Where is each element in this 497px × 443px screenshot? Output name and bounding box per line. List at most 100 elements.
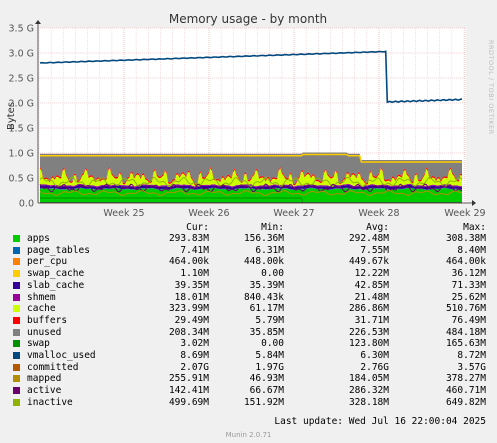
legend-row-active: active 142.41M 66.67M 286.32M 460.71M bbox=[0, 385, 497, 396]
legend-cur: 255.91M bbox=[168, 373, 209, 385]
legend-cur: 18.01M bbox=[174, 291, 209, 303]
legend-avg: 292.48M bbox=[348, 233, 389, 244]
legend-cur: 1.10M bbox=[180, 268, 209, 280]
rrdtool-credit: RRDTOOL / TOBI OETIKER bbox=[487, 40, 495, 135]
x-tick-label: Week 29 bbox=[444, 208, 485, 219]
legend-row-shmem: shmem 18.01M 840.43k 21.48M 25.62M bbox=[0, 292, 497, 303]
area-apps bbox=[40, 188, 462, 203]
legend-min: 0.00 bbox=[261, 268, 284, 280]
legend-row-unused: unused 208.34M 35.85M 226.53M 484.18M bbox=[0, 327, 497, 338]
legend-max: 3.57G bbox=[457, 361, 486, 373]
legend-name: slab_cache bbox=[27, 279, 85, 291]
legend-cur: 2.07G bbox=[180, 361, 209, 373]
plot-area: 0.0 0.5 G 1.0 G 1.5 G 2.0 G 2.5 G 3.0 G 3.5 G We… bbox=[9, 20, 486, 219]
legend-row-swap_cache: swap_cache 1.10M 0.00 12.22M 36.12M bbox=[0, 268, 497, 279]
legend-cur: 499.69M bbox=[168, 396, 209, 408]
last-update: Last update: Wed Jul 16 22:00:04 2025 bbox=[274, 416, 486, 427]
chart-canvas: Memory usage - by month Bytes 0.0 0.5 G 1.… bbox=[0, 0, 497, 220]
legend-max: 71.33M bbox=[451, 279, 486, 291]
y-axis-arrow bbox=[35, 20, 41, 24]
y-tick-label: 0.0 bbox=[19, 199, 34, 210]
col-min-header: Min: bbox=[261, 222, 284, 233]
line-mapped bbox=[39, 190, 462, 196]
legend-max: 464.00k bbox=[445, 256, 486, 268]
legend-name: vmalloc_used bbox=[27, 350, 96, 361]
legend-row-vmalloc_used: vmalloc_used 8.69M 5.84M 6.30M 8.72M bbox=[0, 350, 497, 361]
legend-swatch bbox=[13, 340, 20, 348]
legend-avg: 226.53M bbox=[348, 326, 389, 338]
legend-max: 378.27M bbox=[445, 373, 486, 385]
y-tick-label: 2.0 G bbox=[9, 99, 35, 110]
legend-swatch bbox=[13, 258, 20, 266]
legend-min: 0.00 bbox=[261, 338, 284, 350]
legend-name: page_tables bbox=[27, 244, 90, 256]
legend-row-committed: committed 2.07G 1.97G 2.76G 3.57G bbox=[0, 362, 497, 373]
legend-min: 66.67M bbox=[249, 385, 284, 397]
legend-min: 151.92M bbox=[243, 396, 284, 408]
area-unused bbox=[40, 152, 462, 185]
legend-name: apps bbox=[27, 233, 50, 244]
legend-swatch bbox=[13, 305, 20, 313]
legend-avg: 7.55M bbox=[360, 244, 389, 256]
area-page_tables bbox=[40, 187, 462, 190]
legend-name: swap_cache bbox=[27, 268, 85, 280]
legend-min: 448.00k bbox=[243, 256, 284, 268]
legend-cur: 39.35M bbox=[174, 279, 209, 291]
x-tick-label: Week 25 bbox=[103, 208, 144, 219]
area-buffers bbox=[40, 166, 462, 187]
legend-name: per_cpu bbox=[27, 256, 68, 268]
legend-swatch bbox=[13, 398, 20, 406]
legend-min: 61.17M bbox=[249, 303, 284, 315]
legend-cur: 142.41M bbox=[168, 385, 209, 397]
legend-min: 46.93M bbox=[249, 373, 284, 385]
legend-cur: 464.00k bbox=[168, 256, 209, 268]
legend-swatch bbox=[13, 328, 20, 336]
legend-name: swap bbox=[27, 338, 50, 350]
legend-min: 156.36M bbox=[243, 233, 284, 244]
legend-max: 76.49M bbox=[451, 314, 486, 326]
legend-row-inactive: inactive 499.69M 151.92M 328.18M 649.82M bbox=[0, 397, 497, 408]
legend-swatch bbox=[13, 281, 20, 289]
line-active bbox=[39, 183, 463, 193]
line-swap_cache bbox=[40, 153, 462, 163]
legend-swatch bbox=[13, 235, 20, 242]
col-avg-header: Avg: bbox=[366, 222, 389, 233]
legend-max: 8.40M bbox=[457, 244, 486, 256]
legend-cur: 208.34M bbox=[168, 326, 209, 338]
legend-avg: 184.05M bbox=[348, 373, 389, 385]
legend-max: 36.12M bbox=[451, 268, 486, 280]
y-tick-label: 1.5 G bbox=[9, 124, 35, 135]
legend-swatch bbox=[13, 387, 20, 395]
legend-avg: 21.48M bbox=[354, 291, 389, 303]
x-tick-label: Week 27 bbox=[273, 208, 314, 219]
legend-max: 308.38M bbox=[445, 233, 486, 244]
y-axis-label: Bytes bbox=[6, 102, 17, 130]
munin-version: Munin 2.0.71 bbox=[225, 431, 272, 439]
legend-cur: 293.83M bbox=[168, 233, 209, 244]
legend-name: active bbox=[27, 385, 62, 397]
legend-name: unused bbox=[27, 326, 62, 338]
y-tick-label: 3.5 G bbox=[9, 24, 35, 35]
legend-max: 25.62M bbox=[451, 291, 486, 303]
col-cur-header: Cur: bbox=[186, 222, 209, 233]
legend-row-apps: apps 293.83M 156.36M 292.48M 308.38M bbox=[0, 233, 497, 244]
legend-avg: 449.67k bbox=[348, 256, 389, 268]
chart-title: Memory usage - by month bbox=[169, 12, 327, 26]
legend-min: 35.39M bbox=[249, 279, 284, 291]
legend-name: inactive bbox=[27, 396, 73, 408]
legend-swatch bbox=[13, 363, 20, 371]
legend-cur: 3.02M bbox=[180, 338, 209, 350]
legend-swatch bbox=[13, 375, 20, 383]
legend-swatch bbox=[13, 316, 20, 324]
legend-min: 840.43k bbox=[243, 291, 284, 303]
legend-avg: 31.71M bbox=[354, 314, 389, 326]
legend-min: 35.85M bbox=[249, 326, 284, 338]
legend-name: buffers bbox=[27, 314, 68, 326]
x-tick-label: Week 28 bbox=[358, 208, 399, 219]
legend-name: committed bbox=[27, 361, 79, 373]
y-tick-label: 1.0 G bbox=[9, 149, 35, 160]
y-tick-label: 0.5 G bbox=[9, 174, 35, 185]
area-shmem bbox=[40, 183, 462, 188]
col-max-header: Max: bbox=[463, 222, 486, 233]
